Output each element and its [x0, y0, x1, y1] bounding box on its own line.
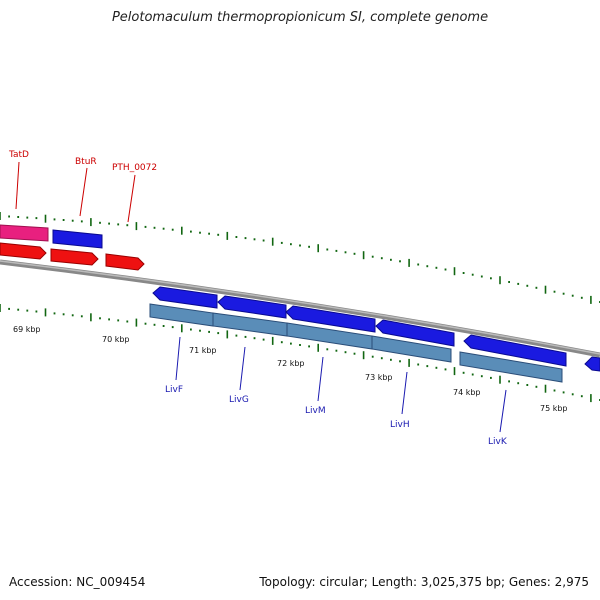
gene-livk-blue[interactable]: [463, 334, 567, 367]
gene-livm-blue[interactable]: [285, 305, 376, 333]
gene-label-livk: LivK: [488, 437, 508, 447]
leader-livm: [317, 356, 324, 402]
gene-livh-blue[interactable]: [375, 319, 455, 347]
leader-tatd: [15, 161, 20, 210]
leader-pth0072: [127, 174, 136, 223]
gene-livf-steel[interactable]: [149, 303, 214, 327]
genome-backbone: [0, 259, 600, 358]
gene-label-tatd: TatD: [8, 150, 29, 160]
gene-tatd-pink[interactable]: [0, 224, 49, 242]
gene-livh-steel[interactable]: [371, 335, 452, 363]
genome-backbone-highlight: [0, 260, 600, 355]
gene-pth0072-red[interactable]: [105, 253, 145, 271]
leader-btur: [79, 167, 88, 217]
kbp-label-71: 71 kbp: [189, 346, 217, 355]
kbp-label-75: 75 kbp: [540, 404, 568, 413]
gene-label-livf: LivF: [165, 385, 183, 395]
kbp-label-72: 72 kbp: [277, 359, 305, 368]
map-title: Pelotomaculum thermopropionicum SI, comp…: [111, 10, 489, 25]
gene-livf-blue[interactable]: [152, 286, 218, 309]
gene-livg-blue[interactable]: [217, 295, 287, 319]
accession-label: Accession: NC_009454: [9, 575, 146, 589]
leader-livh: [401, 371, 408, 415]
gene-partial-blue[interactable]: [584, 356, 600, 372]
gene-label-livg: LivG: [229, 395, 249, 405]
genome-summary: Topology: circular; Length: 3,025,375 bp…: [259, 575, 589, 589]
kbp-label-70: 70 kbp: [102, 335, 130, 344]
gene-label-livh: LivH: [390, 420, 410, 430]
leader-livk: [499, 389, 507, 433]
lower-tick-track: [0, 304, 600, 403]
kbp-label-74: 74 kbp: [453, 388, 481, 397]
upper-tick-track: [0, 212, 600, 304]
gene-label-livm: LivM: [305, 406, 326, 416]
gene-btur-blue[interactable]: [52, 229, 103, 249]
kbp-label-73: 73 kbp: [365, 373, 393, 382]
gene-label-btur: BtuR: [75, 157, 97, 167]
kbp-label-69: 69 kbp: [13, 325, 41, 334]
gene-red-2[interactable]: [50, 248, 99, 266]
gene-red-1[interactable]: [0, 242, 47, 260]
gene-label-pth0072: PTH_0072: [112, 163, 157, 173]
leader-livf: [175, 336, 181, 381]
gene-livk-steel[interactable]: [459, 351, 563, 383]
leader-livg: [239, 346, 246, 391]
